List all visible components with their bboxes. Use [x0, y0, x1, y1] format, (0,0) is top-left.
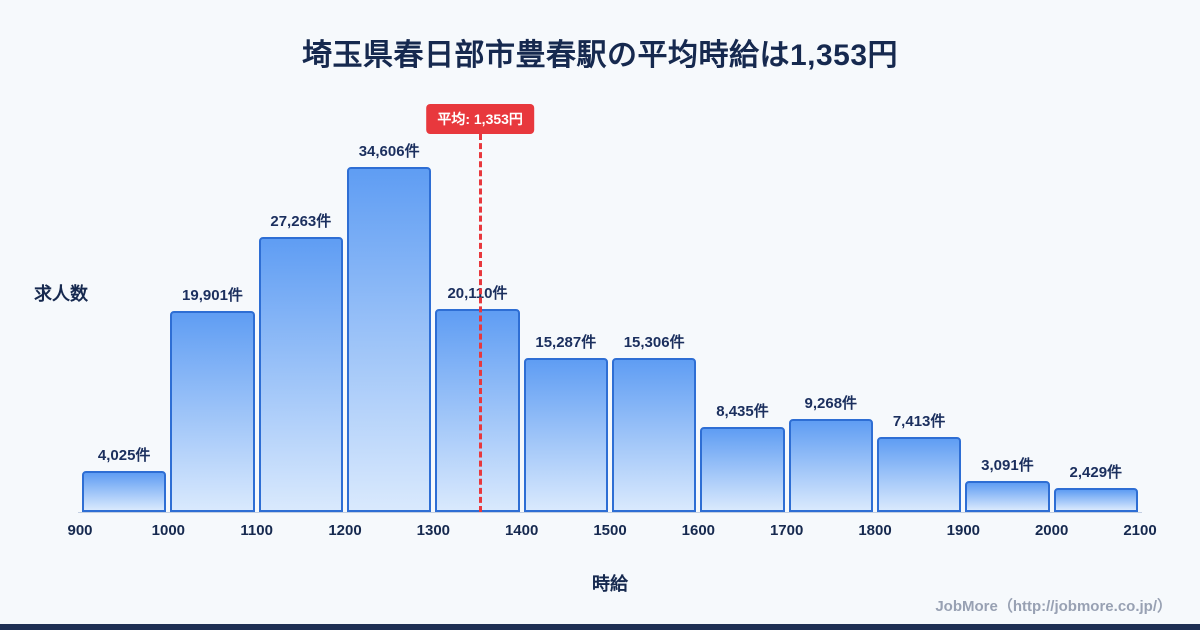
histogram-bar-group: 3,091件 [963, 140, 1051, 512]
x-tick-label: 1100 [240, 522, 273, 539]
bar-value-label: 27,263件 [270, 213, 332, 230]
x-axis-line [78, 512, 1142, 513]
histogram-bar [258, 237, 343, 512]
histogram-bar [788, 419, 873, 512]
histogram-bar-group: 34,606件 [345, 140, 433, 512]
x-tick-label: 1800 [858, 522, 892, 539]
x-tick-label: 1600 [681, 522, 716, 539]
bar-value-label: 15,306件 [623, 334, 685, 351]
bar-value-label: 19,901件 [182, 287, 243, 304]
x-tick-label: 900 [67, 522, 93, 539]
histogram-bar-group: 9,268件 [787, 140, 875, 512]
histogram-bar [170, 311, 255, 512]
credit-text: JobMore（http://jobmore.co.jp/） [935, 598, 1172, 615]
histogram-bar [1053, 488, 1138, 512]
x-tick-label: 1900 [946, 522, 981, 539]
x-tick-label: 2000 [1034, 522, 1069, 539]
histogram-bar-group: 4,025件 [80, 140, 168, 512]
histogram-bar-group: 27,263件 [257, 140, 345, 512]
average-dashed-line [478, 134, 482, 512]
histogram-bar [876, 437, 962, 512]
histogram-bar-group: 2,429件 [1052, 140, 1140, 512]
histogram-bar [965, 481, 1050, 512]
bar-value-label: 34,606件 [358, 143, 420, 160]
histogram-bar [82, 471, 167, 512]
histogram-bar-group: 8,435件 [698, 140, 786, 512]
x-tick-label: 1200 [328, 522, 362, 539]
x-tick-label: 1500 [593, 522, 627, 539]
x-tick-label: 2100 [1123, 522, 1157, 539]
bar-value-label: 4,025件 [97, 447, 151, 464]
bar-value-label: 2,429件 [1069, 464, 1123, 481]
bar-value-label: 9,268件 [804, 395, 858, 412]
histogram-bar [435, 309, 520, 512]
bar-value-label: 15,287件 [535, 334, 597, 351]
x-tick-label: 1400 [504, 522, 539, 539]
x-axis-label: 時給 [592, 574, 628, 594]
x-tick-label: 1700 [769, 522, 804, 539]
plot-area: 4,025件 19,901件 27,263件 34,606件 20,110件 15,287… [80, 140, 1140, 512]
bar-value-label: 3,091件 [981, 457, 1034, 474]
histogram-bar [346, 167, 432, 512]
histogram-bar-group: 15,306件 [610, 140, 698, 512]
x-tick-label: 1300 [416, 522, 451, 539]
chart-title: 埼玉県春日部市豊春駅の平均時給は1,353円 [301, 39, 899, 72]
histogram-bar-group: 15,287件 [522, 140, 610, 512]
y-axis-label: 求人数 [34, 284, 88, 304]
average-badge: 平均: 1,353円 [426, 104, 534, 134]
bar-value-label: 7,413件 [892, 413, 946, 430]
histogram-bar [523, 358, 608, 512]
bar-value-label: 8,435件 [716, 403, 769, 420]
x-axis-ticks: 900 1000 1100 1200 1300 1400 1500 1600 1700 1800 1… [67, 522, 1156, 544]
histogram-bar [611, 358, 697, 512]
histogram-bar-group: 19,901件 [168, 140, 256, 512]
bar-value-label: 20,110件 [447, 285, 508, 302]
x-tick-label: 1000 [151, 522, 186, 539]
histogram-bar-group: 20,110件 [433, 140, 521, 512]
histogram-bar-group: 7,413件 [875, 140, 963, 512]
bottom-accent-bar [0, 624, 1200, 630]
histogram-bar [700, 427, 785, 512]
